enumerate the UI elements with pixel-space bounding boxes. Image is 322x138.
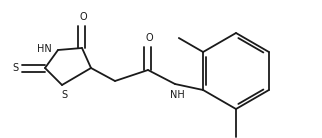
Text: O: O xyxy=(79,12,87,22)
Text: S: S xyxy=(61,90,67,100)
Text: O: O xyxy=(145,33,153,43)
Text: HN: HN xyxy=(37,44,52,54)
Text: S: S xyxy=(12,63,18,73)
Text: NH: NH xyxy=(170,90,185,100)
